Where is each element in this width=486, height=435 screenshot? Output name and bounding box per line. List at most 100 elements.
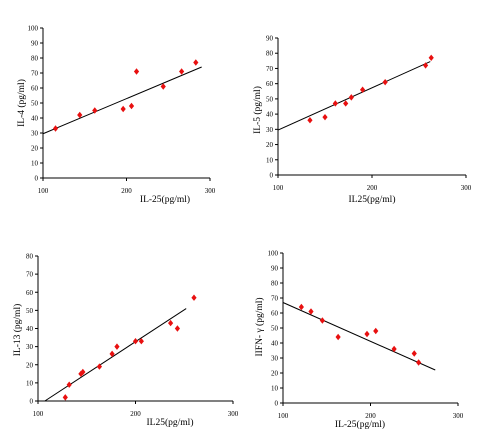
data-point [52,125,59,132]
y-tick-label: 40 [26,325,34,333]
y-tick-label: 90 [271,265,279,273]
data-point [114,343,120,350]
chart-panel-1: 0 10 20 30 40 50 60 70 80 90 100 100 200 300 IL-25(pg/… [16,25,216,206]
y-tick-label: 30 [271,355,279,363]
data-point [428,54,434,61]
data-point [298,303,304,311]
y-axis-label: IL-13 (pg/ml) [12,304,23,357]
y-tick-label: 20 [31,145,39,153]
x-tick-label: 300 [228,410,239,418]
y-tick-label: 40 [266,111,274,119]
data-point [62,394,68,401]
y-axis-label: IIFN- γ (pg/ml) [254,297,265,356]
x-axis-label: IL25(pg/ml) [147,417,194,428]
x-tick-label: 100 [38,187,49,195]
data-point [422,62,429,69]
data-point [77,111,83,119]
y-axis-label: IL-5 (pg/ml) [252,86,263,134]
x-tick-label: 100 [33,410,44,418]
x-tick-label: 300 [205,187,216,195]
x-axis-label: IL25(pg/ml) [349,194,396,205]
data-point [416,359,422,366]
data-point [307,117,313,124]
y-tick-label: 0 [275,400,279,408]
y-tick-label: 50 [26,307,34,315]
x-axis-label: IL-25(pg/ml) [140,194,190,205]
data-point [343,100,349,107]
data-point [92,107,98,114]
data-point [411,350,417,357]
y-tick-label: 90 [266,35,274,43]
chart-panel-3: 0 10 20 30 40 50 60 70 80 100 200 300 IL25(pg/ml) IL-… [12,253,239,429]
y-tick-label: 10 [26,379,34,387]
trend-line [44,308,187,402]
data-point [179,68,185,75]
data-point [308,308,314,315]
y-tick-label: 10 [271,385,279,393]
y-tick-label: 0 [270,172,274,180]
y-tick-label: 80 [271,280,279,288]
y-tick-label: 30 [31,130,39,138]
y-tick-label: 20 [26,361,34,369]
x-tick-label: 100 [273,184,284,192]
data-point [128,102,135,110]
y-axis-label: IL-4 (pg/ml) [16,79,27,127]
data-point [193,59,199,66]
y-tick-label: 100 [268,250,279,258]
y-tick-label: 60 [31,85,39,93]
y-tick-label: 60 [26,289,34,297]
x-tick-label: 200 [130,410,141,418]
y-tick-label: 30 [266,126,274,134]
y-tick-label: 70 [26,271,34,279]
x-tick-label: 300 [453,412,464,420]
y-tick-label: 20 [271,370,279,378]
data-point [364,330,370,338]
data-point [319,317,325,324]
y-tick-label: 0 [35,175,39,183]
x-tick-label: 100 [278,412,289,420]
x-tick-label: 200 [367,184,378,192]
y-tick-label: 60 [266,80,274,88]
data-point [133,68,140,75]
y-tick-label: 90 [31,40,39,48]
data-point [80,368,86,376]
y-tick-label: 50 [266,95,274,103]
y-tick-label: 10 [266,156,274,164]
data-point [168,319,174,327]
y-tick-label: 0 [30,398,34,406]
trend-line [282,302,436,371]
y-tick-label: 10 [31,160,39,168]
x-tick-label: 200 [121,187,132,195]
data-point [109,350,115,358]
y-tick-label: 70 [266,65,274,73]
y-tick-label: 80 [266,50,274,58]
data-point [120,105,126,113]
y-tick-label: 40 [271,340,279,348]
y-tick-label: 100 [28,25,39,33]
x-axis-label: IL-25(pg/ml) [335,419,385,430]
y-tick-label: 70 [271,295,279,303]
trend-line [277,61,431,131]
data-point [360,86,366,93]
data-point [66,381,72,388]
chart-panel-4: 0 10 20 30 40 50 60 70 80 90 100 100 200 300 IL-25(pg/… [254,250,464,431]
y-tick-label: 20 [266,141,274,149]
chart-panel-2: 0 10 20 30 40 50 60 70 80 90 100 200 300 IL25(pg/ml) I… [252,35,472,206]
data-point [391,345,397,353]
y-tick-label: 50 [271,325,279,333]
y-tick-label: 80 [31,55,39,63]
y-tick-label: 40 [31,115,39,123]
data-point [160,83,166,90]
data-point [174,325,181,332]
data-point [348,94,354,101]
data-point [191,294,197,301]
data-point [322,113,328,121]
data-point [382,78,388,86]
x-tick-label: 300 [461,184,472,192]
x-tick-label: 200 [365,412,376,420]
y-tick-label: 50 [31,100,39,108]
data-point [132,337,139,345]
y-tick-label: 30 [26,343,34,351]
trend-line [42,66,202,135]
